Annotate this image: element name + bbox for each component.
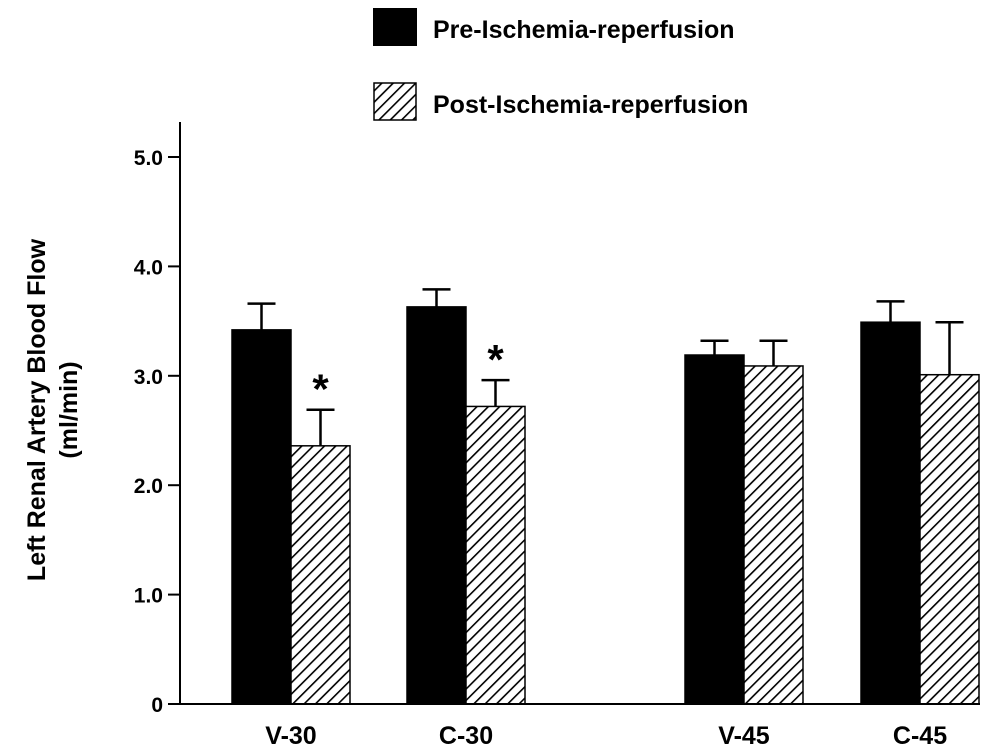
x-category-label: C-45 [893,722,947,750]
x-axis: V-30 C-30 V-45 C-45 [180,703,980,750]
legend-swatch-post [373,82,417,121]
y-tick-label: 2.0 [134,475,163,498]
x-category-label: C-30 [439,722,493,750]
y-axis: 0 1.0 2.0 3.0 4.0 5.0 [134,122,181,717]
y-tick-label: 5.0 [134,147,163,170]
y-axis-title-line2: (ml/min) [55,361,83,458]
bar [465,405,526,705]
legend-swatch-pre [373,8,417,46]
y-tick-label: 3.0 [134,366,163,389]
x-category-label: V-45 [718,722,770,750]
legend: Pre-Ischemia-reperfusion Post-Ischemia-r… [373,8,748,121]
bar [290,445,351,705]
y-tick-label: 4.0 [134,256,163,279]
bar [231,329,292,705]
bar [406,306,467,705]
y-axis-title-line1: Left Renal Artery Blood Flow [23,238,51,581]
bar [860,321,921,705]
bars: ** [231,288,980,705]
bar [743,365,804,705]
legend-label-post: Post-Ischemia-reperfusion [433,91,748,119]
bar [919,373,980,705]
significance-marker: * [312,366,329,413]
y-axis-title: Left Renal Artery Blood Flow (ml/min) [23,238,83,581]
y-tick-label: 0 [151,694,163,717]
bar [684,354,745,705]
legend-label-pre: Pre-Ischemia-reperfusion [433,16,735,44]
significance-marker: * [487,336,504,383]
y-tick-label: 1.0 [134,585,163,608]
x-category-label: V-30 [265,722,316,750]
